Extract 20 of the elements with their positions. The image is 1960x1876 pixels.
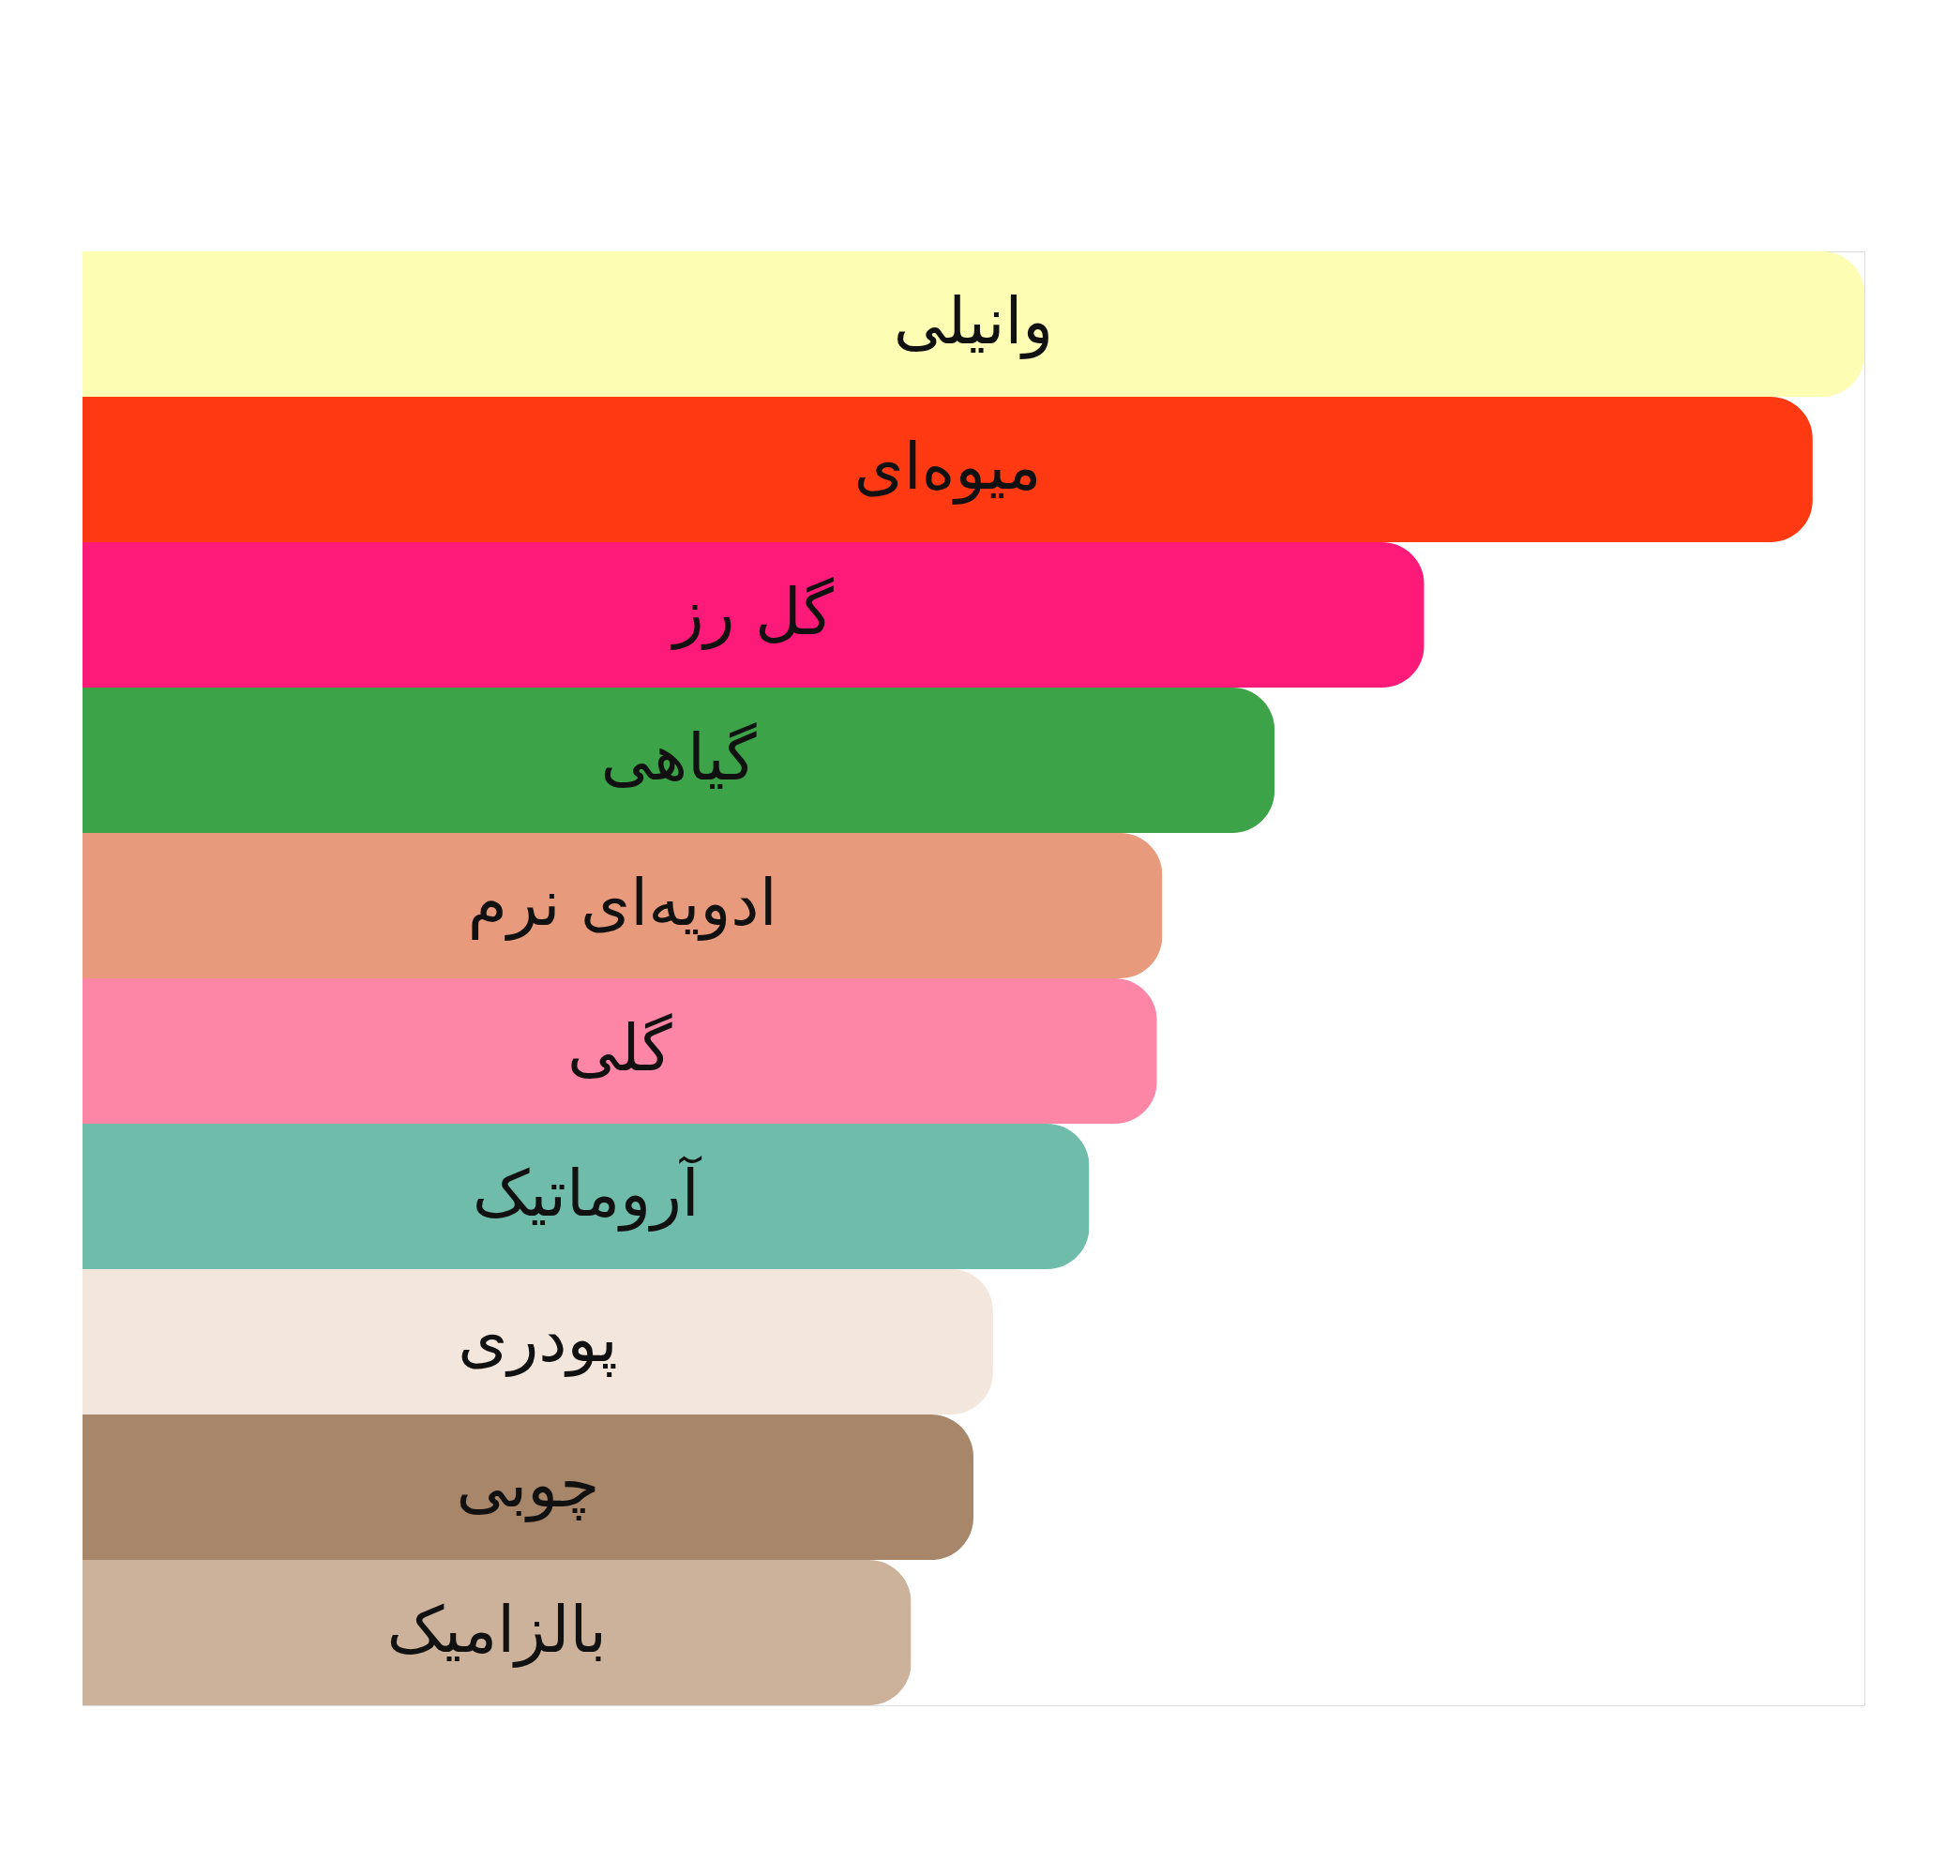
bar <box>83 542 1425 688</box>
y-tick-label: وانیلی <box>893 283 1054 359</box>
y-tick-label: گیاهی <box>600 719 758 794</box>
bar <box>83 688 1275 833</box>
y-tick-label: گل رز <box>670 574 835 650</box>
y-tick-label: میوه‌ای <box>853 429 1042 505</box>
y-tick-label: آروماتیک <box>472 1155 702 1232</box>
y-tick-label: پودری <box>458 1301 618 1377</box>
bar <box>83 1124 1090 1269</box>
y-tick-label: بالزامیک <box>386 1592 608 1668</box>
bar <box>83 1415 973 1560</box>
bar <box>83 833 1163 978</box>
bar <box>83 397 1813 542</box>
bar <box>83 1560 912 1705</box>
y-tick-label: چوبی <box>456 1446 600 1522</box>
bar <box>83 251 1864 397</box>
bar <box>83 978 1157 1124</box>
y-tick-label: گلی <box>567 1010 673 1085</box>
bar <box>83 1269 993 1415</box>
y-tick-label: ادویه‌ای نرم <box>467 865 777 941</box>
